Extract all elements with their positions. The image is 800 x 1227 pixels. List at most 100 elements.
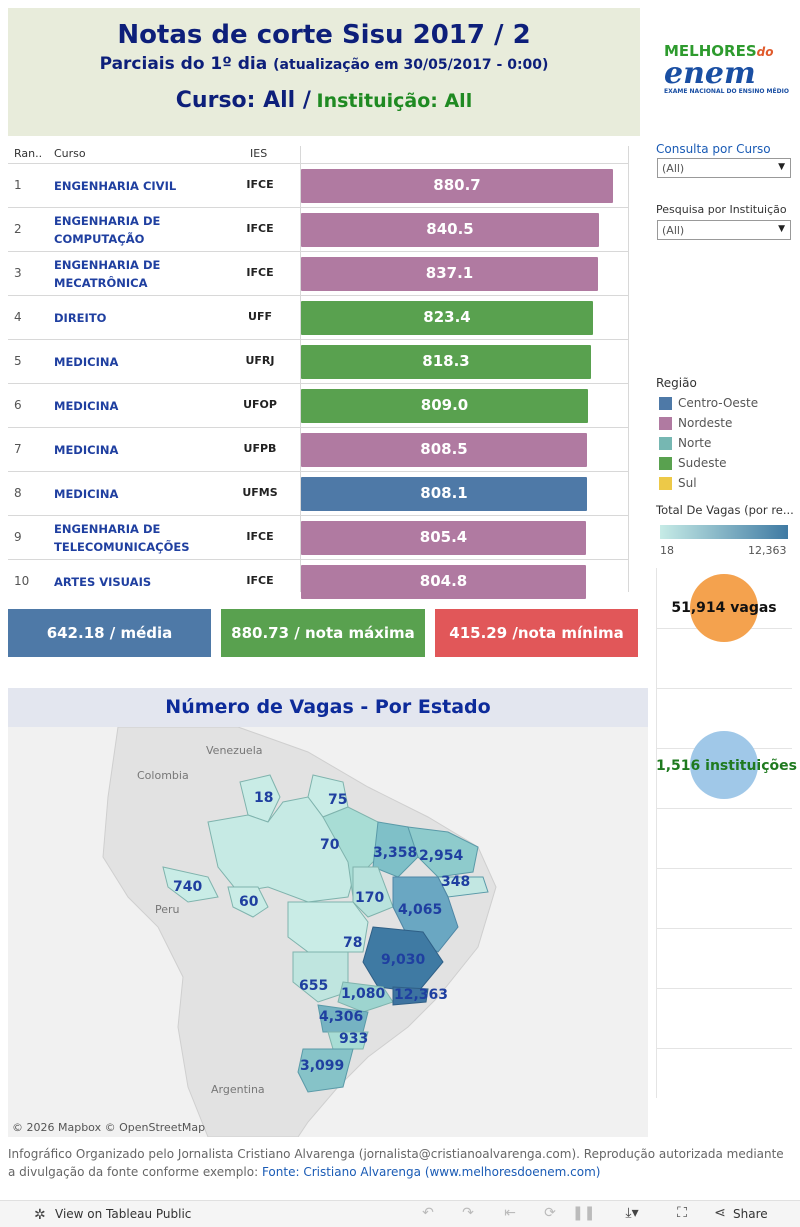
col-rank-header[interactable]: Ran.. — [14, 147, 43, 160]
logo-do: do — [756, 45, 774, 59]
table-row[interactable]: 1 ENGENHARIA CIVIL IFCE 880.7 — [8, 163, 629, 207]
logo-line1: MELHORES — [664, 42, 757, 60]
share-button[interactable]: Share — [733, 1207, 768, 1221]
row-curso: MEDICINA — [54, 443, 119, 457]
row-curso: ENGENHARIA CIVIL — [54, 179, 177, 193]
score-bar[interactable]: 840.5 — [301, 213, 599, 247]
legend-title: Região — [656, 376, 697, 390]
undo-icon[interactable]: ↶ — [422, 1205, 434, 1221]
table-row[interactable]: 6 MEDICINA UFOP 809.0 — [8, 383, 629, 427]
value-pe: 348 — [441, 874, 470, 890]
filter-curso-select[interactable]: (All) ▼ — [657, 158, 791, 178]
table-row[interactable]: 2 ENGENHARIA DE COMPUTAÇÃO IFCE 840.5 — [8, 207, 629, 251]
score-bar[interactable]: 809.0 — [301, 389, 588, 423]
row-ies: IFCE — [246, 530, 274, 543]
filter-instituicao-select[interactable]: (All) ▼ — [657, 220, 791, 240]
revert-icon[interactable]: ⇤ — [504, 1205, 516, 1221]
table-row[interactable]: 3 ENGENHARIA DE MECATRÔNICA IFCE 837.1 — [8, 251, 629, 295]
score-label: 837.1 — [425, 264, 474, 282]
vagas-legend-title: Total De Vagas (por re... — [656, 503, 794, 517]
download-icon[interactable]: ⤓▾ — [625, 1205, 639, 1221]
value-sc: 933 — [339, 1031, 368, 1047]
table-row[interactable]: 10 ARTES VISUAIS IFCE 804.8 — [8, 559, 629, 603]
row-ies: IFCE — [246, 574, 274, 587]
score-label: 880.7 — [433, 176, 481, 194]
legend-swatch — [659, 477, 672, 490]
score-bar[interactable]: 823.4 — [301, 301, 593, 335]
value-ce-rn: 2,954 — [419, 848, 464, 864]
state-sc — [327, 1031, 369, 1050]
value-rj: 12,363 — [394, 987, 448, 1003]
table-row[interactable]: 7 MEDICINA UFPB 808.5 — [8, 427, 629, 471]
value-ma: 3,358 — [373, 845, 417, 861]
legend-label: Sudeste — [678, 456, 727, 470]
row-rank: 3 — [14, 266, 22, 280]
table-row[interactable]: 8 MEDICINA UFMS 808.1 — [8, 471, 629, 515]
col-curso-header[interactable]: Curso — [54, 147, 86, 160]
table-row[interactable]: 5 MEDICINA UFRJ 818.3 — [8, 339, 629, 383]
score-bar[interactable]: 804.8 — [301, 565, 586, 599]
instituicoes-bubble[interactable] — [690, 731, 758, 799]
vagas-scale-max: 12,363 — [748, 544, 787, 557]
vagas-bubble[interactable] — [690, 574, 758, 642]
score-bar[interactable]: 837.1 — [301, 257, 598, 291]
row-rank: 2 — [14, 222, 22, 236]
score-label: 805.4 — [419, 528, 468, 546]
row-curso: ENGENHARIA DE TELECOMUNICAÇÕES — [54, 522, 190, 554]
score-label: 804.8 — [419, 572, 468, 590]
state-ro — [227, 886, 269, 918]
row-rank: 6 — [14, 398, 22, 412]
kpi-media[interactable]: 642.18 / média — [8, 609, 211, 657]
fullscreen-icon[interactable]: ⛶ — [677, 1205, 687, 1221]
col-ies-header[interactable]: IES — [250, 147, 268, 160]
value-rr: 18 — [254, 790, 273, 806]
row-ies: IFCE — [246, 266, 274, 279]
subtitle-main: Parciais do 1º dia — [99, 54, 268, 74]
vagas-scale-min: 18 — [660, 544, 674, 557]
kpi-nota-minima[interactable]: 415.29 /nota mínima — [435, 609, 638, 657]
footer-source-link[interactable]: Fonte: Cristiano Alvarenga (www.melhores… — [261, 1165, 601, 1179]
value-ms: 655 — [299, 978, 328, 994]
score-bar[interactable]: 880.7 — [301, 169, 613, 203]
dashboard-header: Notas de corte Sisu 2017 / 2 Parciais do… — [8, 8, 640, 136]
vagas-total: 51,914 vagas — [671, 600, 777, 616]
row-ies: IFCE — [246, 178, 274, 191]
brazil-map[interactable]: Venezuela Colombia Peru Argentina 18 75 … — [8, 727, 648, 1137]
row-rank: 7 — [14, 442, 22, 456]
kpi-nota-maxima[interactable]: 880.73 / nota máxima — [221, 609, 425, 657]
view-on-tableau-link[interactable]: View on Tableau Public — [55, 1207, 192, 1221]
label-argentina: Argentina — [211, 1083, 265, 1096]
legend-swatch — [659, 437, 672, 450]
table-row[interactable]: 9 ENGENHARIA DE TELECOMUNICAÇÕES IFCE 805.4 — [8, 515, 629, 559]
score-label: 809.0 — [420, 396, 469, 414]
score-label: 840.5 — [426, 220, 474, 238]
table-divider — [300, 146, 301, 592]
state-ac — [162, 866, 219, 903]
row-curso: DIREITO — [54, 311, 107, 325]
summary-panel-border — [656, 568, 657, 1098]
state-ms — [292, 951, 349, 1003]
legend-label: Nordeste — [678, 416, 733, 430]
row-rank: 1 — [14, 178, 22, 192]
value-am: 70 — [320, 837, 340, 853]
value-rs: 3,099 — [300, 1058, 344, 1074]
legend-swatch — [659, 417, 672, 430]
score-bar[interactable]: 805.4 — [301, 521, 586, 555]
value-ro: 60 — [239, 894, 259, 910]
row-rank: 5 — [14, 354, 22, 368]
score-bar[interactable]: 818.3 — [301, 345, 591, 379]
filter-instituicao-label: Pesquisa por Instituição — [656, 203, 787, 216]
filter-curso-label: Consulta por Curso — [656, 142, 771, 156]
share-icon[interactable]: ⋖ — [714, 1205, 726, 1221]
table-row[interactable]: 4 DIREITO UFF 823.4 — [8, 295, 629, 339]
refresh-icon[interactable]: ⟳ — [544, 1205, 556, 1221]
value-ac: 740 — [173, 879, 202, 895]
state-to — [352, 866, 394, 918]
pause-icon[interactable]: ❚❚ — [572, 1205, 596, 1221]
instituicao-summary: Instituição: All — [316, 90, 473, 112]
redo-icon[interactable]: ↷ — [462, 1205, 474, 1221]
row-rank: 4 — [14, 310, 22, 324]
score-bar[interactable]: 808.1 — [301, 477, 587, 511]
score-bar[interactable]: 808.5 — [301, 433, 587, 467]
tableau-icon[interactable]: ✲ — [34, 1207, 46, 1223]
